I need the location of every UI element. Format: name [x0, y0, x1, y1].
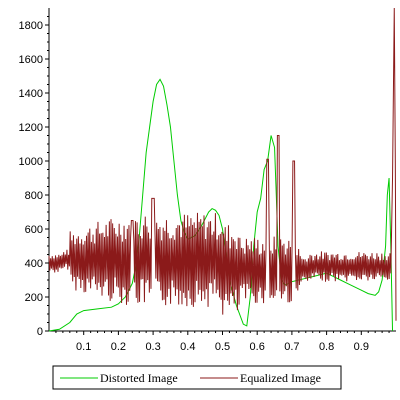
y-tick-label: 200 [25, 292, 43, 304]
y-tick-label: 0 [37, 326, 43, 338]
y-tick-label: 600 [25, 224, 43, 236]
y-tick-label: 1400 [19, 88, 43, 100]
x-tick-label: 0.2 [111, 341, 126, 353]
x-tick-label: 0.4 [180, 341, 195, 353]
x-tick-label: 0.7 [284, 341, 299, 353]
legend: Distorted Image Equalized Image [52, 365, 342, 390]
x-tick-label: 0.1 [76, 341, 91, 353]
x-tick-label: 0.3 [145, 341, 160, 353]
legend-label-distorted: Distorted Image [100, 371, 178, 385]
legend-label-equalized: Equalized Image [240, 371, 321, 385]
x-tick-label: 0.9 [354, 341, 369, 353]
y-tick-label: 1200 [19, 122, 43, 134]
axes [45, 8, 396, 335]
y-tick-label: 800 [25, 190, 43, 202]
series-distorted-image-line [48, 78, 394, 332]
legend-box [52, 365, 342, 390]
series-layer [48, 7, 397, 332]
x-tick-label: 0.8 [319, 341, 334, 353]
x-tick-label: 0.5 [215, 341, 230, 353]
y-tick-label: 1600 [19, 54, 43, 66]
series-equalized-image-line [48, 7, 397, 321]
y-tick-label: 1800 [19, 20, 43, 32]
x-tick-label: 0.6 [250, 341, 265, 353]
y-tick-label: 1000 [19, 156, 43, 168]
y-tick-label: 400 [25, 258, 43, 270]
tick-labels: 0 200 400 600 800 1000 1200 1400 1600 1800 0.1 0.2 0… [19, 20, 369, 353]
